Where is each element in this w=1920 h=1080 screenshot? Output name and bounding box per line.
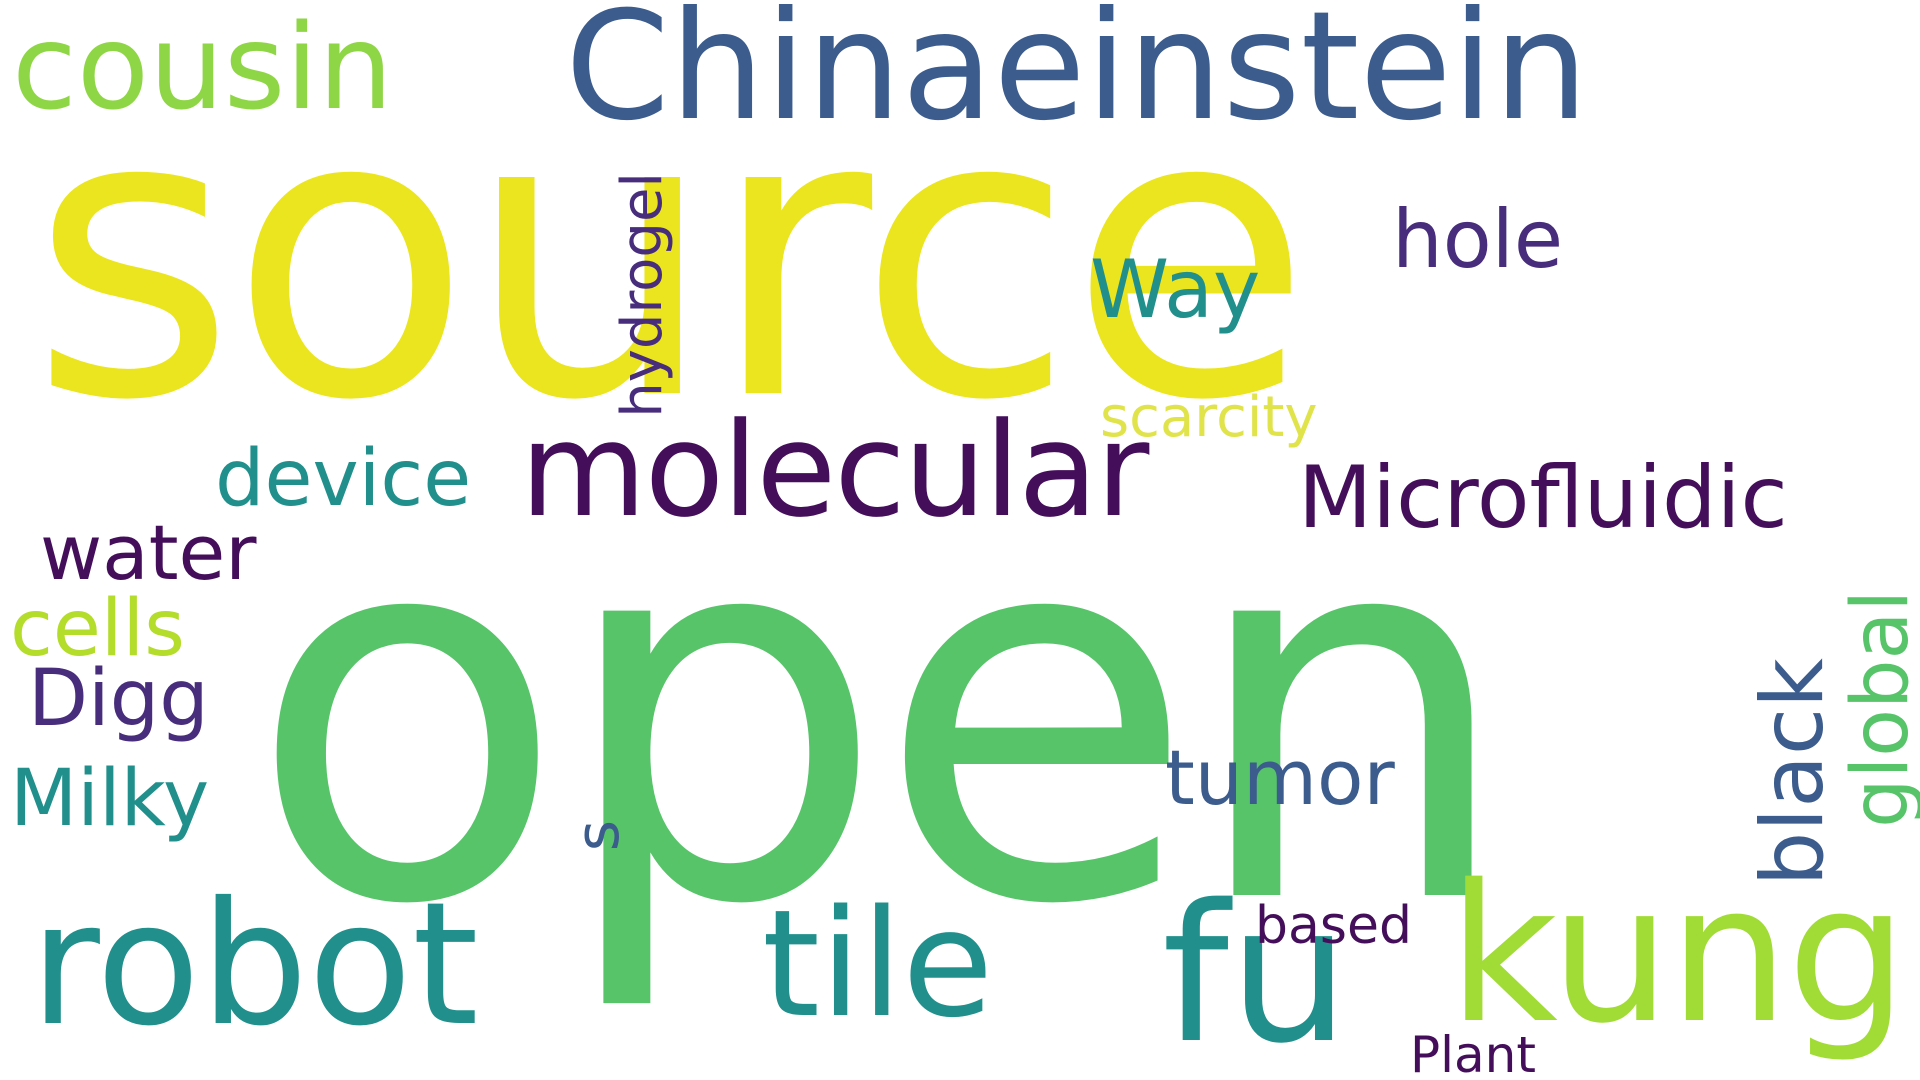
word-source: source — [30, 27, 1312, 487]
word-digg: Digg — [28, 654, 209, 744]
word-device: device — [215, 434, 472, 524]
word-molecular: molecular — [520, 394, 1149, 546]
word-cells: cells — [10, 584, 185, 674]
word-milky: Milky — [10, 754, 210, 844]
word-hole: hole — [1392, 193, 1564, 286]
word-hydrogel: hydrogel — [610, 172, 675, 418]
word-tumor: tumor — [1165, 733, 1395, 822]
word-s: s — [563, 820, 633, 852]
word-way: Way — [1090, 243, 1261, 336]
word-open: open — [248, 412, 1516, 1018]
word-black: black — [1743, 658, 1843, 887]
word-scarcity: scarcity — [1100, 385, 1318, 450]
word-plant: Plant — [1410, 1026, 1536, 1080]
word-chinaeinstein: Chinaeinstein — [565, 0, 1589, 154]
word-kung: kung — [1448, 844, 1908, 1065]
word-robot: robot — [30, 866, 479, 1064]
word-global: global — [1836, 590, 1920, 828]
word-cousin: cousin — [12, 0, 393, 136]
word-tile: tile — [762, 878, 994, 1050]
word-based: based — [1255, 896, 1412, 956]
word-microfluidic: Microfluidic — [1298, 448, 1788, 548]
word-water: water — [40, 508, 257, 597]
word-fu: fu — [1162, 864, 1350, 1080]
